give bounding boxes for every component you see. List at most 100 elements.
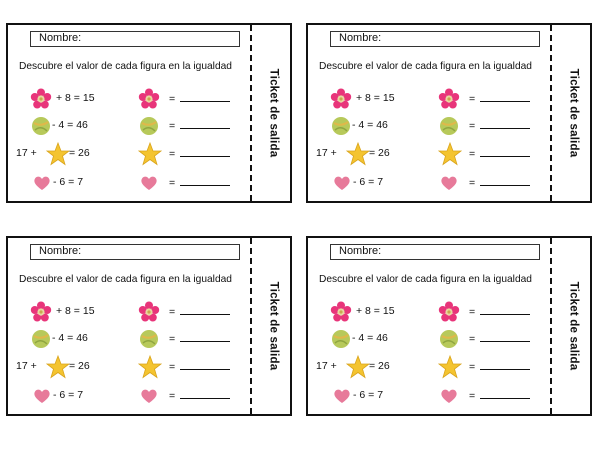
answer-blank[interactable]: = <box>469 305 531 318</box>
star-icon <box>138 142 162 166</box>
answer-blank[interactable]: = <box>169 389 231 402</box>
flower-icon <box>330 301 352 323</box>
equation-prefix: 17 + <box>16 147 37 159</box>
instruction-text: Descubre el valor de cada figura en la i… <box>319 274 532 285</box>
equals-sign: = <box>469 148 476 160</box>
equation-suffix: + 8 = 15 <box>56 305 95 317</box>
answer-line <box>180 176 231 186</box>
equation: - 4 = 46 <box>16 327 126 351</box>
answer-blank[interactable]: = <box>169 147 231 160</box>
answer-line <box>180 332 231 342</box>
answer-blank[interactable]: = <box>469 389 531 402</box>
heart-icon <box>140 174 158 192</box>
equals-sign: = <box>469 93 476 105</box>
answer: = <box>426 87 546 111</box>
equation-row: - 6 = 7 = <box>308 171 548 195</box>
side-title: Ticket de salida <box>256 238 290 414</box>
heart-icon <box>33 387 51 405</box>
ball-icon <box>139 116 159 136</box>
answer: = <box>426 114 546 138</box>
answer: = <box>126 87 246 111</box>
answer-line <box>480 305 531 315</box>
answer-line <box>480 92 531 102</box>
instruction-text: Descubre el valor de cada figura en la i… <box>19 274 232 285</box>
side-title-text: Ticket de salida <box>267 281 279 371</box>
equation: + 8 = 15 <box>16 300 126 324</box>
heart-icon <box>440 174 458 192</box>
equation-row: + 8 = 15 = <box>308 300 548 324</box>
answer-blank[interactable]: = <box>469 119 531 132</box>
answer-blank[interactable]: = <box>169 360 231 373</box>
equation: + 8 = 15 <box>316 87 426 111</box>
heart-icon <box>333 174 351 192</box>
answer-line <box>480 176 531 186</box>
equation-row: - 6 = 7 = <box>308 384 548 408</box>
equation-suffix: = 26 <box>369 360 390 372</box>
heart-icon <box>333 387 351 405</box>
side-title: Ticket de salida <box>556 238 590 414</box>
equation-row: + 8 = 15 = <box>8 300 248 324</box>
flower-icon <box>30 301 52 323</box>
equation: - 6 = 7 <box>316 384 426 408</box>
equation: + 8 = 15 <box>316 300 426 324</box>
equation-suffix: + 8 = 15 <box>356 92 395 104</box>
equation-row: 17 + = 26 = <box>8 355 248 379</box>
answer-blank[interactable]: = <box>469 176 531 189</box>
equals-sign: = <box>469 120 476 132</box>
ball-icon <box>31 116 51 136</box>
side-title-text: Ticket de salida <box>267 68 279 158</box>
equals-sign: = <box>169 148 176 160</box>
equals-sign: = <box>169 306 176 318</box>
equation: 17 + = 26 <box>316 355 426 379</box>
name-field[interactable]: Nombre: <box>30 31 240 47</box>
answer-blank[interactable]: = <box>469 332 531 345</box>
answer-line <box>180 389 231 399</box>
name-field[interactable]: Nombre: <box>330 31 540 47</box>
answer-blank[interactable]: = <box>169 119 231 132</box>
equation-suffix: - 4 = 46 <box>52 332 88 344</box>
answer: = <box>426 384 546 408</box>
answer-line <box>480 389 531 399</box>
equals-sign: = <box>469 361 476 373</box>
answer-blank[interactable]: = <box>169 305 231 318</box>
equation: - 6 = 7 <box>16 171 126 195</box>
answer-line <box>480 147 531 157</box>
star-icon <box>46 355 70 379</box>
instruction-text: Descubre el valor de cada figura en la i… <box>319 61 532 72</box>
answer-line <box>180 147 231 157</box>
equation: 17 + = 26 <box>16 142 126 166</box>
equation: - 6 = 7 <box>16 384 126 408</box>
answer-line <box>480 119 531 129</box>
star-icon <box>438 142 462 166</box>
ball-icon <box>439 116 459 136</box>
equation-row: + 8 = 15 = <box>8 87 248 111</box>
answer-blank[interactable]: = <box>169 176 231 189</box>
answer-line <box>180 119 231 129</box>
name-field[interactable]: Nombre: <box>330 244 540 260</box>
equation-suffix: = 26 <box>369 147 390 159</box>
equation-suffix: + 8 = 15 <box>56 92 95 104</box>
equation: 17 + = 26 <box>316 142 426 166</box>
answer: = <box>126 384 246 408</box>
side-title-text: Ticket de salida <box>567 281 579 371</box>
equation-suffix: - 6 = 7 <box>53 389 84 401</box>
flower-icon <box>30 88 52 110</box>
answer-line <box>180 360 231 370</box>
answer: = <box>426 142 546 166</box>
equation-prefix: 17 + <box>316 360 337 372</box>
star-icon <box>438 355 462 379</box>
ball-icon <box>439 329 459 349</box>
star-icon <box>46 142 70 166</box>
ball-icon <box>331 329 351 349</box>
cut-line <box>550 25 552 201</box>
cut-line <box>250 238 252 414</box>
equals-sign: = <box>169 120 176 132</box>
answer-blank[interactable]: = <box>469 147 531 160</box>
answer-blank[interactable]: = <box>169 332 231 345</box>
equals-sign: = <box>469 306 476 318</box>
name-field[interactable]: Nombre: <box>30 244 240 260</box>
answer-blank[interactable]: = <box>469 92 531 105</box>
equals-sign: = <box>469 333 476 345</box>
answer-blank[interactable]: = <box>469 360 531 373</box>
answer-blank[interactable]: = <box>169 92 231 105</box>
